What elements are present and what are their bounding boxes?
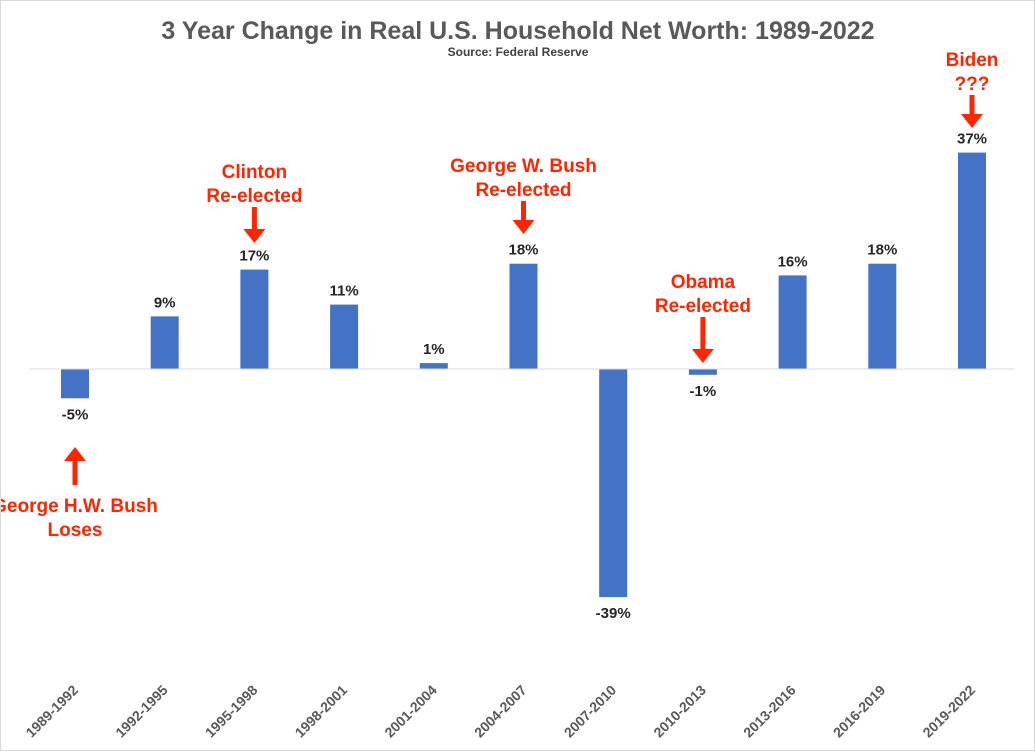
annotation-text-line: George H.W. Bush: [1, 496, 158, 517]
annotation-text-line: Obama: [671, 272, 736, 293]
annotation-1995-1998: Clinton Re-elected: [206, 162, 302, 243]
bar-2016-2019: [868, 263, 897, 369]
x-tick-label-1998-2001: 1998-2001: [292, 682, 351, 741]
annotation-arrow-head-icon: [691, 349, 714, 363]
x-tick-label-2007-2010: 2007-2010: [561, 682, 620, 741]
data-label-2004-2007: 18%: [508, 242, 538, 259]
data-label-1989-1992: -5%: [62, 406, 89, 423]
x-tick-label-2019-2022: 2019-2022: [919, 682, 978, 741]
annotation-text-line: Re-elected: [475, 180, 571, 201]
data-labels-layer: -5% 9% 17% 11% 1% 18% -39% -1% 16% 18% 37%: [62, 131, 987, 622]
bar-2010-2013: [688, 369, 717, 375]
bar-1998-2001: [330, 304, 359, 369]
chart-title: 3 Year Change in Real U.S. Household Net…: [161, 17, 874, 45]
bar-1992-1995: [150, 316, 179, 369]
x-tick-label-1989-1992: 1989-1992: [22, 682, 81, 741]
x-tick-label-2013-2016: 2013-2016: [740, 682, 799, 741]
x-tick-label-2016-2019: 2016-2019: [830, 682, 889, 741]
data-label-2016-2019: 18%: [867, 242, 897, 259]
x-tick-label-2010-2013: 2010-2013: [650, 682, 709, 741]
annotation-2004-2007: George W. Bush Re-elected: [450, 156, 597, 234]
data-label-2013-2016: 16%: [778, 253, 808, 270]
annotation-text-line: ???: [955, 74, 990, 95]
bar-2019-2022: [958, 152, 986, 369]
annotation-arrow-head-icon: [512, 220, 535, 234]
x-tick-label-2001-2004: 2001-2004: [381, 682, 440, 741]
data-label-1995-1998: 17%: [239, 248, 269, 265]
x-tick-label-1995-1998: 1995-1998: [202, 682, 261, 741]
chart-subtitle: Source: Federal Reserve: [448, 45, 589, 59]
data-label-2001-2004: 1%: [423, 341, 445, 358]
annotation-2010-2013: Obama Re-elected: [655, 272, 751, 363]
data-label-2007-2010: -39%: [596, 605, 631, 622]
annotation-text-line: Clinton: [222, 162, 287, 183]
annotations-layer: George H.W. BushLosesClintonRe-electedGe…: [1, 50, 998, 541]
data-label-2019-2022: 37%: [957, 131, 987, 148]
data-label-1998-2001: 11%: [329, 283, 358, 300]
annotation-arrow-head-icon: [243, 229, 266, 243]
annotation-arrow-head-icon: [64, 447, 86, 461]
bar-2001-2004: [419, 363, 448, 369]
annotation-text-line: George W. Bush: [450, 156, 597, 177]
data-label-1992-1995: 9%: [154, 294, 176, 311]
x-tick-label-2004-2007: 2004-2007: [471, 682, 530, 741]
annotation-arrow-head-icon: [961, 114, 983, 128]
annotation-text-line: Re-elected: [655, 296, 751, 317]
annotation-1989-1992: George H.W. Bush Loses: [1, 447, 158, 541]
x-tick-label-1992-1995: 1992-1995: [112, 682, 171, 741]
annotation-text-line: Biden: [946, 50, 999, 71]
bar-2007-2010: [599, 369, 628, 598]
x-axis-tick-labels: 1989-1992 1992-1995 1995-1998 1998-2001 2001…: [22, 682, 978, 741]
bar-1995-1998: [240, 269, 269, 369]
annotation-text-line: Re-elected: [206, 186, 302, 207]
data-label-2010-2013: -1%: [690, 383, 717, 400]
annotation-text-line: Loses: [48, 520, 103, 541]
bar-2013-2016: [778, 275, 807, 369]
bar-1989-1992: [61, 369, 89, 399]
bars-layer: [61, 152, 986, 598]
annotation-2019-2022: Biden???: [946, 50, 999, 128]
bar-2004-2007: [509, 263, 538, 369]
